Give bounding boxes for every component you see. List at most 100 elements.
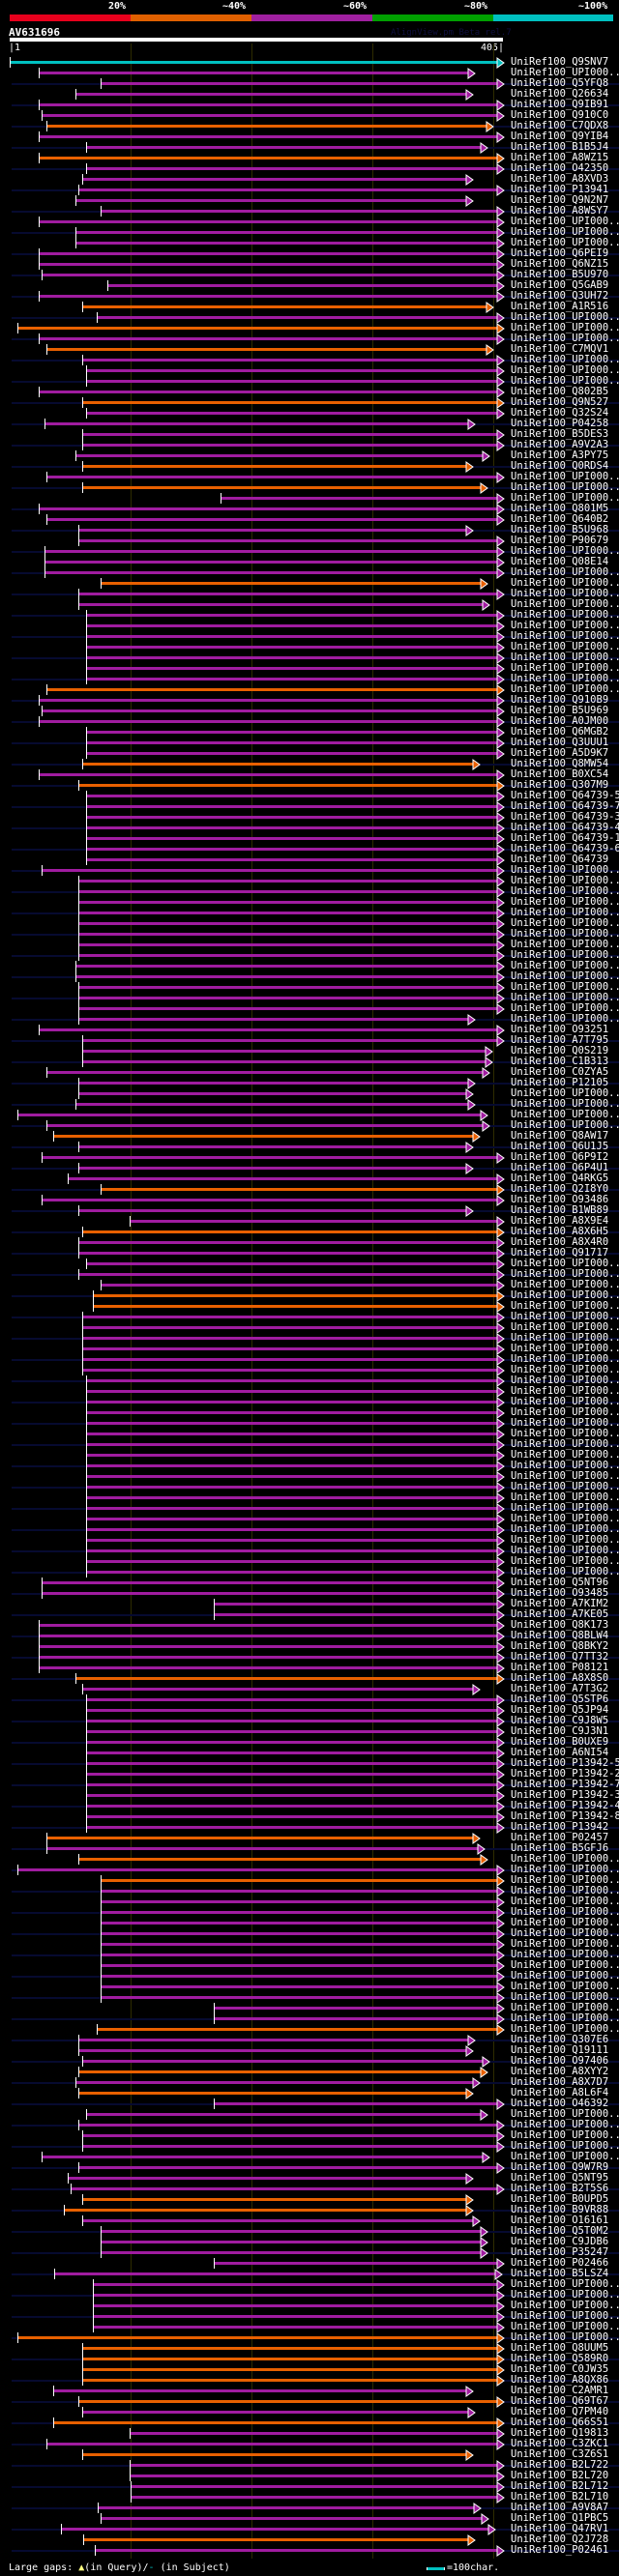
alignment-bar[interactable] [74, 231, 498, 234]
hit-label[interactable]: UniRef100_UPI000.. [511, 928, 619, 940]
hit-label[interactable]: UniRef100_UPI000.. [511, 620, 619, 631]
alignment-bar[interactable] [78, 188, 498, 191]
alignment-bar[interactable] [44, 561, 498, 564]
alignment-bar[interactable] [131, 2485, 498, 2488]
alignment-bar[interactable] [220, 497, 498, 500]
hit-label[interactable]: UniRef100_UPI000.. [511, 864, 619, 876]
alignment-bar[interactable] [85, 1762, 498, 1765]
alignment-bar[interactable] [93, 2304, 498, 2307]
hit-label[interactable]: UniRef100_O16161 [511, 2214, 609, 2226]
hit-label[interactable]: UniRef100_B2T5S6 [511, 2183, 609, 2194]
hit-label[interactable]: UniRef100_UPI000.. [511, 216, 619, 227]
alignment-bar[interactable] [39, 103, 498, 106]
hit-label[interactable]: UniRef100_B1B5J4 [511, 141, 609, 153]
alignment-bar[interactable] [78, 2124, 498, 2127]
hit-label[interactable]: UniRef100_O42350 [511, 162, 609, 174]
alignment-bar[interactable] [85, 614, 498, 617]
hit-label[interactable]: UniRef100_B1WB89 [511, 1204, 609, 1216]
alignment-bar[interactable] [82, 2379, 498, 2382]
alignment-bar[interactable] [214, 2102, 498, 2105]
alignment-bar[interactable] [78, 954, 498, 957]
hit-label[interactable]: UniRef100_Q32S24 [511, 407, 609, 419]
alignment-bar[interactable] [100, 210, 498, 213]
hit-label[interactable]: UniRef100_Q64739-6 [511, 843, 619, 854]
hit-label[interactable]: UniRef100_Q9N2N7 [511, 194, 609, 206]
hit-label[interactable]: UniRef100_Q9IB91 [511, 99, 609, 110]
hit-label[interactable]: UniRef100_UPI000.. [511, 1959, 619, 1971]
hit-label[interactable]: UniRef100_UPI000.. [511, 1449, 619, 1461]
hit-label[interactable]: UniRef100_A7KE05 [511, 1608, 609, 1620]
hit-label[interactable]: UniRef100_Q910C0 [511, 109, 609, 121]
hit-label[interactable]: UniRef100_Q8BLW4 [511, 1630, 609, 1641]
hit-label[interactable]: UniRef100_C9JDB6 [511, 2236, 609, 2247]
alignment-bar[interactable] [82, 2198, 467, 2201]
alignment-bar[interactable] [41, 274, 498, 276]
alignment-bar[interactable] [85, 667, 498, 670]
alignment-bar[interactable] [82, 2219, 474, 2222]
hit-label[interactable]: UniRef100_UPI000.. [511, 885, 619, 897]
hit-label[interactable]: UniRef100_Q5JP94 [511, 1704, 609, 1716]
alignment-bar[interactable] [82, 2060, 484, 2063]
alignment-bar[interactable] [78, 2039, 469, 2041]
hit-label[interactable]: UniRef100_UPI000.. [511, 1109, 619, 1120]
hit-label[interactable]: UniRef100_B2L710 [511, 2491, 609, 2503]
hit-label[interactable]: UniRef100_A1R516 [511, 301, 609, 312]
hit-label[interactable]: UniRef100_UPI000.. [511, 1566, 619, 1577]
alignment-bar[interactable] [85, 1518, 498, 1520]
alignment-bar[interactable] [78, 933, 498, 936]
alignment-bar[interactable] [100, 1900, 498, 1903]
hit-label[interactable]: UniRef100_Q5STP6 [511, 1693, 609, 1705]
alignment-bar[interactable] [45, 518, 498, 521]
hit-label[interactable]: UniRef100_UPI000.. [511, 970, 619, 982]
alignment-bar[interactable] [74, 975, 498, 978]
hit-label[interactable]: UniRef100_P90679 [511, 535, 609, 546]
alignment-bar[interactable] [82, 2347, 498, 2350]
hit-label[interactable]: UniRef100_UPI000.. [511, 907, 619, 918]
alignment-bar[interactable] [214, 2017, 498, 2020]
alignment-bar[interactable] [85, 1454, 498, 1457]
alignment-bar[interactable] [82, 1326, 498, 1329]
hit-label[interactable]: UniRef100_B2L712 [511, 2480, 609, 2492]
alignment-bar[interactable] [78, 1858, 482, 1861]
hit-label[interactable]: UniRef100_B0UPD5 [511, 2193, 609, 2205]
hit-label[interactable]: UniRef100_UPI000.. [511, 1258, 619, 1269]
alignment-bar[interactable] [100, 1188, 498, 1191]
alignment-bar[interactable] [85, 1475, 498, 1478]
hit-label[interactable]: UniRef100_UPI000.. [511, 2119, 619, 2130]
hit-label[interactable]: UniRef100_A8XYY2 [511, 2066, 609, 2077]
hit-label[interactable]: UniRef100_UPI000.. [511, 1927, 619, 1939]
alignment-bar[interactable] [85, 1507, 498, 1510]
hit-label[interactable]: UniRef100_UPI000.. [511, 1406, 619, 1418]
alignment-bar[interactable] [78, 986, 498, 989]
hit-label[interactable]: UniRef100_B5U968 [511, 524, 609, 535]
alignment-bar[interactable] [85, 1805, 498, 1808]
alignment-bar[interactable] [74, 242, 498, 245]
alignment-bar[interactable] [45, 476, 498, 478]
alignment-bar[interactable] [97, 2028, 498, 2031]
alignment-bar[interactable] [85, 1262, 498, 1265]
alignment-bar[interactable] [129, 2475, 498, 2477]
hit-label[interactable]: UniRef100_UPI000.. [511, 1481, 619, 1492]
hit-label[interactable]: UniRef100_Q64739-5 [511, 790, 619, 801]
hit-label[interactable]: UniRef100_B5GFJ6 [511, 1842, 609, 1854]
alignment-bar[interactable] [100, 2517, 483, 2520]
hit-label[interactable]: UniRef100_UPI000.. [511, 939, 619, 950]
hit-label[interactable]: UniRef100_A9V2A3 [511, 439, 609, 450]
hit-label[interactable]: UniRef100_Q8UUM5 [511, 2342, 609, 2354]
hit-label[interactable]: UniRef100_O93485 [511, 1587, 609, 1599]
hit-label[interactable]: UniRef100_Q19111 [511, 2044, 609, 2056]
alignment-bar[interactable] [45, 348, 487, 351]
alignment-bar[interactable] [39, 1666, 498, 1669]
hit-label[interactable]: UniRef100_UPI000.. [511, 683, 619, 695]
alignment-bar[interactable] [82, 305, 487, 308]
alignment-bar[interactable] [100, 1284, 498, 1287]
alignment-bar[interactable] [44, 550, 498, 553]
hit-label[interactable]: UniRef100_UPI000.. [511, 1523, 619, 1535]
hit-label[interactable]: UniRef100_Q47RV1 [511, 2523, 609, 2534]
alignment-bar[interactable] [39, 699, 498, 702]
alignment-bar[interactable] [60, 2528, 490, 2531]
alignment-bar[interactable] [39, 507, 498, 510]
hit-label[interactable]: UniRef100_UPI000.. [511, 1991, 619, 2003]
alignment-bar[interactable] [45, 1837, 474, 1839]
alignment-bar[interactable] [78, 1252, 498, 1255]
